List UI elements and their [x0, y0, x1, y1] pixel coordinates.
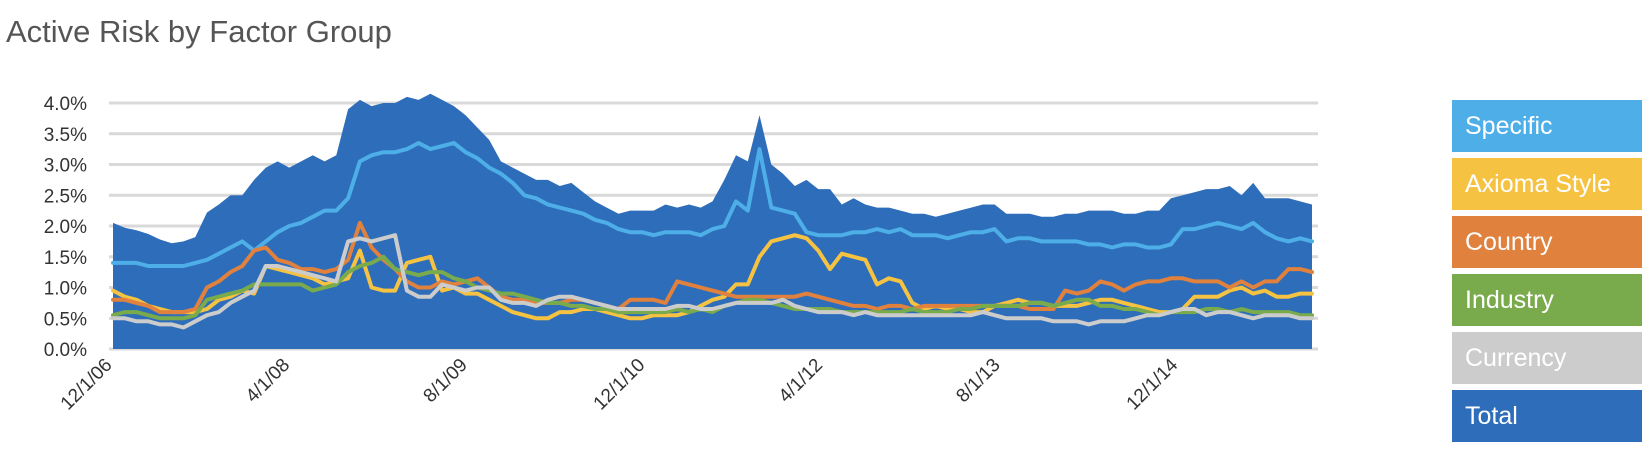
y-tick-label: 0.0%: [44, 340, 87, 361]
y-tick-label: 2.0%: [44, 217, 87, 238]
y-tick-label: 3.5%: [44, 125, 87, 146]
series-line-currency: [111, 233, 1314, 330]
legend-label: Country: [1465, 228, 1553, 256]
y-tick-label: 4.0%: [44, 94, 87, 115]
y-axis: 4.0% 3.5% 3.0% 2.5% 2.0% 1.5% 1.0% 0.5% 0.0%: [44, 94, 87, 361]
legend-label: Axioma Style: [1465, 170, 1611, 198]
chart-title: Active Risk by Factor Group: [6, 14, 392, 49]
y-tick-label: 0.5%: [44, 309, 87, 330]
series-line-industry: [111, 254, 1314, 321]
x-tick-label: 4/1/08: [242, 355, 294, 407]
legend-item-industry: Industry: [1452, 274, 1642, 326]
series-line-axioma-style: [111, 233, 1314, 321]
y-tick-label: 1.5%: [44, 248, 87, 269]
y-tick-label: 2.5%: [44, 186, 87, 207]
x-tick-label: 4/1/12: [775, 355, 827, 407]
y-tick-label: 1.0%: [44, 279, 87, 300]
x-tick-label: 8/1/09: [420, 355, 472, 407]
x-tick-label: 12/1/06: [57, 355, 117, 415]
legend-label: Specific: [1465, 112, 1553, 140]
y-tick-label: 3.0%: [44, 156, 87, 177]
legend-label: Currency: [1465, 344, 1567, 372]
legend-item-currency: Currency: [1452, 332, 1642, 384]
x-axis: 12/1/06 4/1/08 8/1/09 12/1/10 4/1/12 8/1/13 12…: [57, 354, 1183, 414]
legend-item-specific: Specific: [1452, 100, 1642, 152]
legend-label: Industry: [1465, 286, 1554, 314]
x-tick-label: 8/1/13: [952, 355, 1004, 407]
legend-item-axioma-style: Axioma Style: [1452, 158, 1642, 210]
x-tick-label: 12/1/14: [1123, 354, 1183, 414]
legend-item-total: Total: [1452, 390, 1642, 442]
legend-item-country: Country: [1452, 216, 1642, 268]
legend: Specific Axioma Style Country Industry C…: [1452, 100, 1642, 448]
chart-plot: 4.0% 3.5% 3.0% 2.5% 2.0% 1.5% 1.0% 0.5% 0.0% 12/…: [44, 93, 1318, 414]
x-tick-label: 12/1/10: [590, 355, 650, 415]
series-layer: [111, 93, 1314, 349]
series-line-country: [111, 220, 1314, 315]
legend-label: Total: [1465, 402, 1518, 430]
series-line-specific: [111, 141, 1314, 268]
